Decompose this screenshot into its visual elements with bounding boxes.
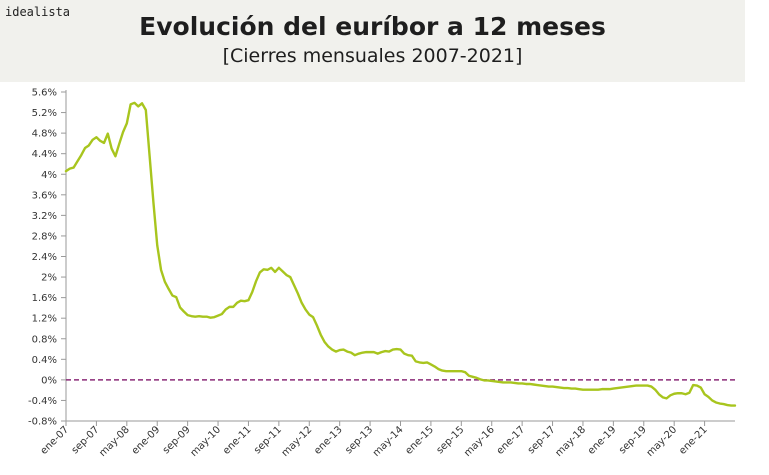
- chart-header: idealista Evolución del euríbor a 12 mes…: [0, 0, 745, 82]
- x-tick-label: ene-11: [221, 424, 254, 457]
- x-tick-label: ene-07: [39, 424, 72, 457]
- brand-logo: idealista: [5, 5, 71, 19]
- x-tick-label: may-18: [553, 424, 588, 459]
- x-tick-label: ene-13: [312, 424, 345, 457]
- y-tick-label: 0%: [41, 375, 57, 386]
- x-tick-label: ene-09: [130, 424, 163, 457]
- y-tick-label: 5.6%: [32, 88, 57, 99]
- axes: [65, 90, 735, 422]
- y-tick-label: 1.2%: [32, 314, 57, 325]
- euribor-series-line: [64, 101, 737, 407]
- y-tick-label: 1.6%: [32, 293, 57, 304]
- y-tick-label: -0.8%: [28, 417, 57, 428]
- chart-subtitle: [Cierres mensuales 2007-2021]: [222, 45, 523, 67]
- y-tick-label: 3.2%: [32, 211, 57, 222]
- y-tick-label: 5.2%: [32, 108, 57, 119]
- x-tick-label: may-12: [280, 424, 315, 459]
- y-tick-label: 4%: [41, 170, 57, 181]
- x-tick-label: may-10: [189, 424, 224, 459]
- x-tick-label: ene-15: [404, 424, 437, 457]
- y-tick-label: 2.8%: [32, 231, 57, 242]
- y-tick-label: 2.4%: [32, 252, 57, 263]
- y-axis-ticks: -0.8% -0.4% 0% 0.4% 0.8% 1.2% 1.6% 2% 2.4% 2.8% 3.…: [28, 88, 66, 428]
- y-tick-label: -0.4%: [28, 396, 57, 407]
- x-tick-label: may-20: [645, 424, 680, 459]
- x-axis-ticks: ene-07sep-07may-08ene-09sep-09may-10ene-…: [39, 421, 710, 459]
- x-tick-label: may-14: [371, 424, 406, 459]
- x-tick-label: ene-17: [495, 424, 528, 457]
- y-tick-label: 4.4%: [32, 149, 57, 160]
- y-tick-label: 4.8%: [32, 129, 57, 140]
- y-tick-label: 2%: [41, 273, 57, 284]
- y-tick-label: 0.8%: [32, 334, 57, 345]
- y-tick-label: 3.6%: [32, 190, 57, 201]
- x-tick-label: ene-21: [677, 424, 710, 457]
- x-tick-label: may-16: [462, 424, 497, 459]
- y-tick-label: 0.4%: [32, 355, 57, 366]
- x-tick-label: may-08: [97, 424, 132, 459]
- chart-title: Evolución del euríbor a 12 meses: [139, 12, 606, 41]
- x-tick-label: ene-19: [586, 424, 619, 457]
